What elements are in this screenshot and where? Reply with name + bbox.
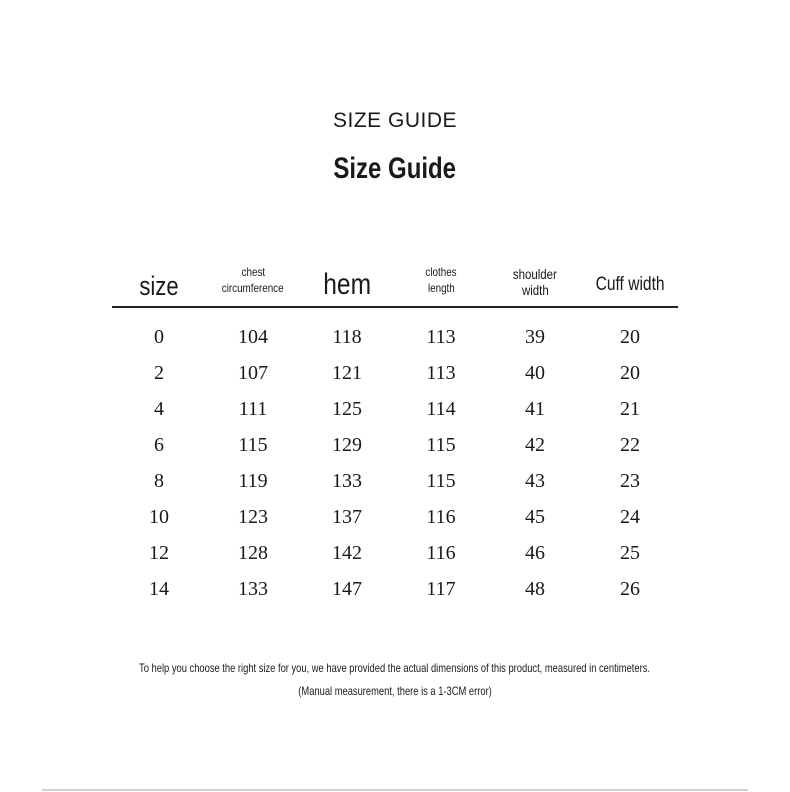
table-cell: 21 <box>620 398 640 420</box>
title-upper: SIZE GUIDE <box>332 109 458 132</box>
column-header: hem <box>287 270 407 300</box>
page-title-text: Size Guide <box>333 152 457 185</box>
table-cell: 12 <box>149 542 169 564</box>
column-header-text: hem <box>323 268 371 301</box>
table-cell: 113 <box>426 326 456 348</box>
column-header: shoulder width <box>475 266 595 298</box>
table-cell: 2 <box>154 362 164 384</box>
table-cell: 40 <box>525 362 545 384</box>
table-cell: 125 <box>332 398 362 420</box>
note-2: (Manual measurement, there is a 1-3CM er… <box>0 684 790 698</box>
table-cell: 45 <box>525 506 545 528</box>
table-cell: 114 <box>426 398 456 420</box>
table-cell: 128 <box>238 542 268 564</box>
table-cell: 42 <box>525 434 545 456</box>
table-cell: 133 <box>238 578 268 600</box>
table-cell: 147 <box>332 578 362 600</box>
column-header-text: Cuff width <box>595 274 665 295</box>
header-divider <box>112 306 678 308</box>
table-cell: 25 <box>620 542 640 564</box>
column-header-text: width <box>521 282 549 298</box>
table-cell: 23 <box>620 470 640 492</box>
table-cell: 133 <box>332 470 362 492</box>
table-cell: 115 <box>426 470 456 492</box>
table-cell: 0 <box>154 326 164 348</box>
table-cell: 111 <box>238 398 268 420</box>
note: To help you choose the right size for yo… <box>0 661 790 675</box>
table-cell: 119 <box>238 470 268 492</box>
note-text: To help you choose the right size for yo… <box>139 661 651 675</box>
table-cell: 41 <box>525 398 545 420</box>
column-header-text: size <box>139 271 179 301</box>
table-cell: 129 <box>332 434 362 456</box>
table-cell: 20 <box>620 362 640 384</box>
table-cell: 117 <box>426 578 456 600</box>
column-header-text: shoulder <box>512 266 558 282</box>
page-title: Size Guide <box>0 152 790 186</box>
column-header: size <box>99 273 219 300</box>
table-cell: 115 <box>426 434 456 456</box>
table-cell: 137 <box>332 506 362 528</box>
table-cell: 113 <box>426 362 456 384</box>
table-cell: 43 <box>525 470 545 492</box>
table-cell: 10 <box>149 506 169 528</box>
table-cell: 8 <box>154 470 164 492</box>
table-cell: 20 <box>620 326 640 348</box>
table-cell: 118 <box>332 326 362 348</box>
column-header: chest circumference <box>193 264 313 296</box>
table-cell: 14 <box>149 578 169 600</box>
note-2-text: (Manual measurement, there is a 1-3CM er… <box>298 684 492 698</box>
table-cell: 6 <box>154 434 164 456</box>
column-header-text: chest <box>241 265 265 279</box>
table-cell: 39 <box>525 326 545 348</box>
column-header: clothes length <box>381 264 501 296</box>
table-cell: 116 <box>426 506 456 528</box>
table-cell: 142 <box>332 542 362 564</box>
table-cell: 48 <box>525 578 545 600</box>
table-cell: 26 <box>620 578 640 600</box>
table-cell: 24 <box>620 506 640 528</box>
column-header-text: clothes <box>425 265 457 279</box>
column-header: Cuff width <box>570 275 690 294</box>
table-cell: 4 <box>154 398 164 420</box>
table-cell: 116 <box>426 542 456 564</box>
column-header-text: length <box>427 281 455 295</box>
table-cell: 107 <box>238 362 268 384</box>
table-cell: 121 <box>332 362 362 384</box>
table-cell: 104 <box>238 326 268 348</box>
table-cell: 115 <box>238 434 268 456</box>
table-cell: 22 <box>620 434 640 456</box>
table-cell: 46 <box>525 542 545 564</box>
table-cell: 123 <box>238 506 268 528</box>
bottom-divider <box>42 789 748 791</box>
column-header-text: circumference <box>222 281 284 295</box>
